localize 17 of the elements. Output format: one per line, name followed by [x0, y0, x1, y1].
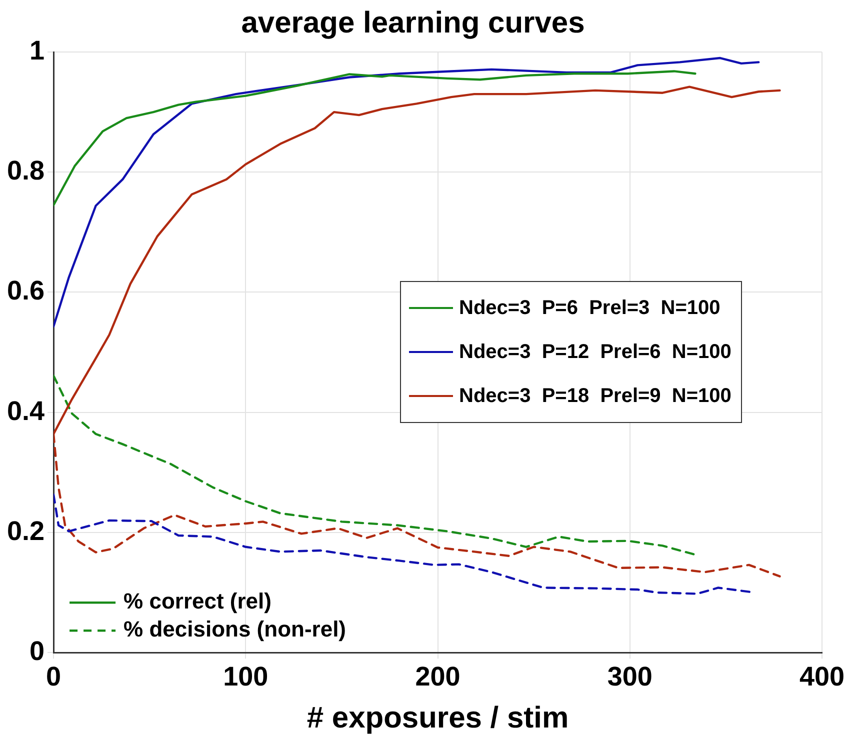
annotation: % correct (rel): [124, 588, 272, 614]
legend-label: Ndec=3 P=6 Prel=3 N=100: [459, 296, 720, 320]
chart-title: average learning curves: [241, 6, 585, 40]
x-tick-label: 100: [223, 661, 268, 692]
x-axis-title: # exposures / stim: [306, 701, 569, 734]
x-tick-label: 300: [607, 661, 652, 692]
y-tick-label: 0.6: [6, 276, 45, 306]
x-tick-label: 400: [799, 661, 845, 692]
legend-label: Ndec=3 P=18 Prel=9 N=100: [459, 384, 732, 408]
y-tick-label: 0.8: [6, 156, 45, 186]
y-tick-label: 0.4: [6, 396, 45, 426]
y-tick-label: 0: [30, 636, 45, 666]
y-tick-label: 0.2: [6, 516, 45, 546]
x-tick-label: 200: [415, 661, 460, 692]
annotation: % decisions (non-rel): [124, 616, 346, 642]
y-tick-label: 1: [30, 35, 45, 66]
legend-label: Ndec=3 P=12 Prel=6 N=100: [459, 340, 732, 364]
